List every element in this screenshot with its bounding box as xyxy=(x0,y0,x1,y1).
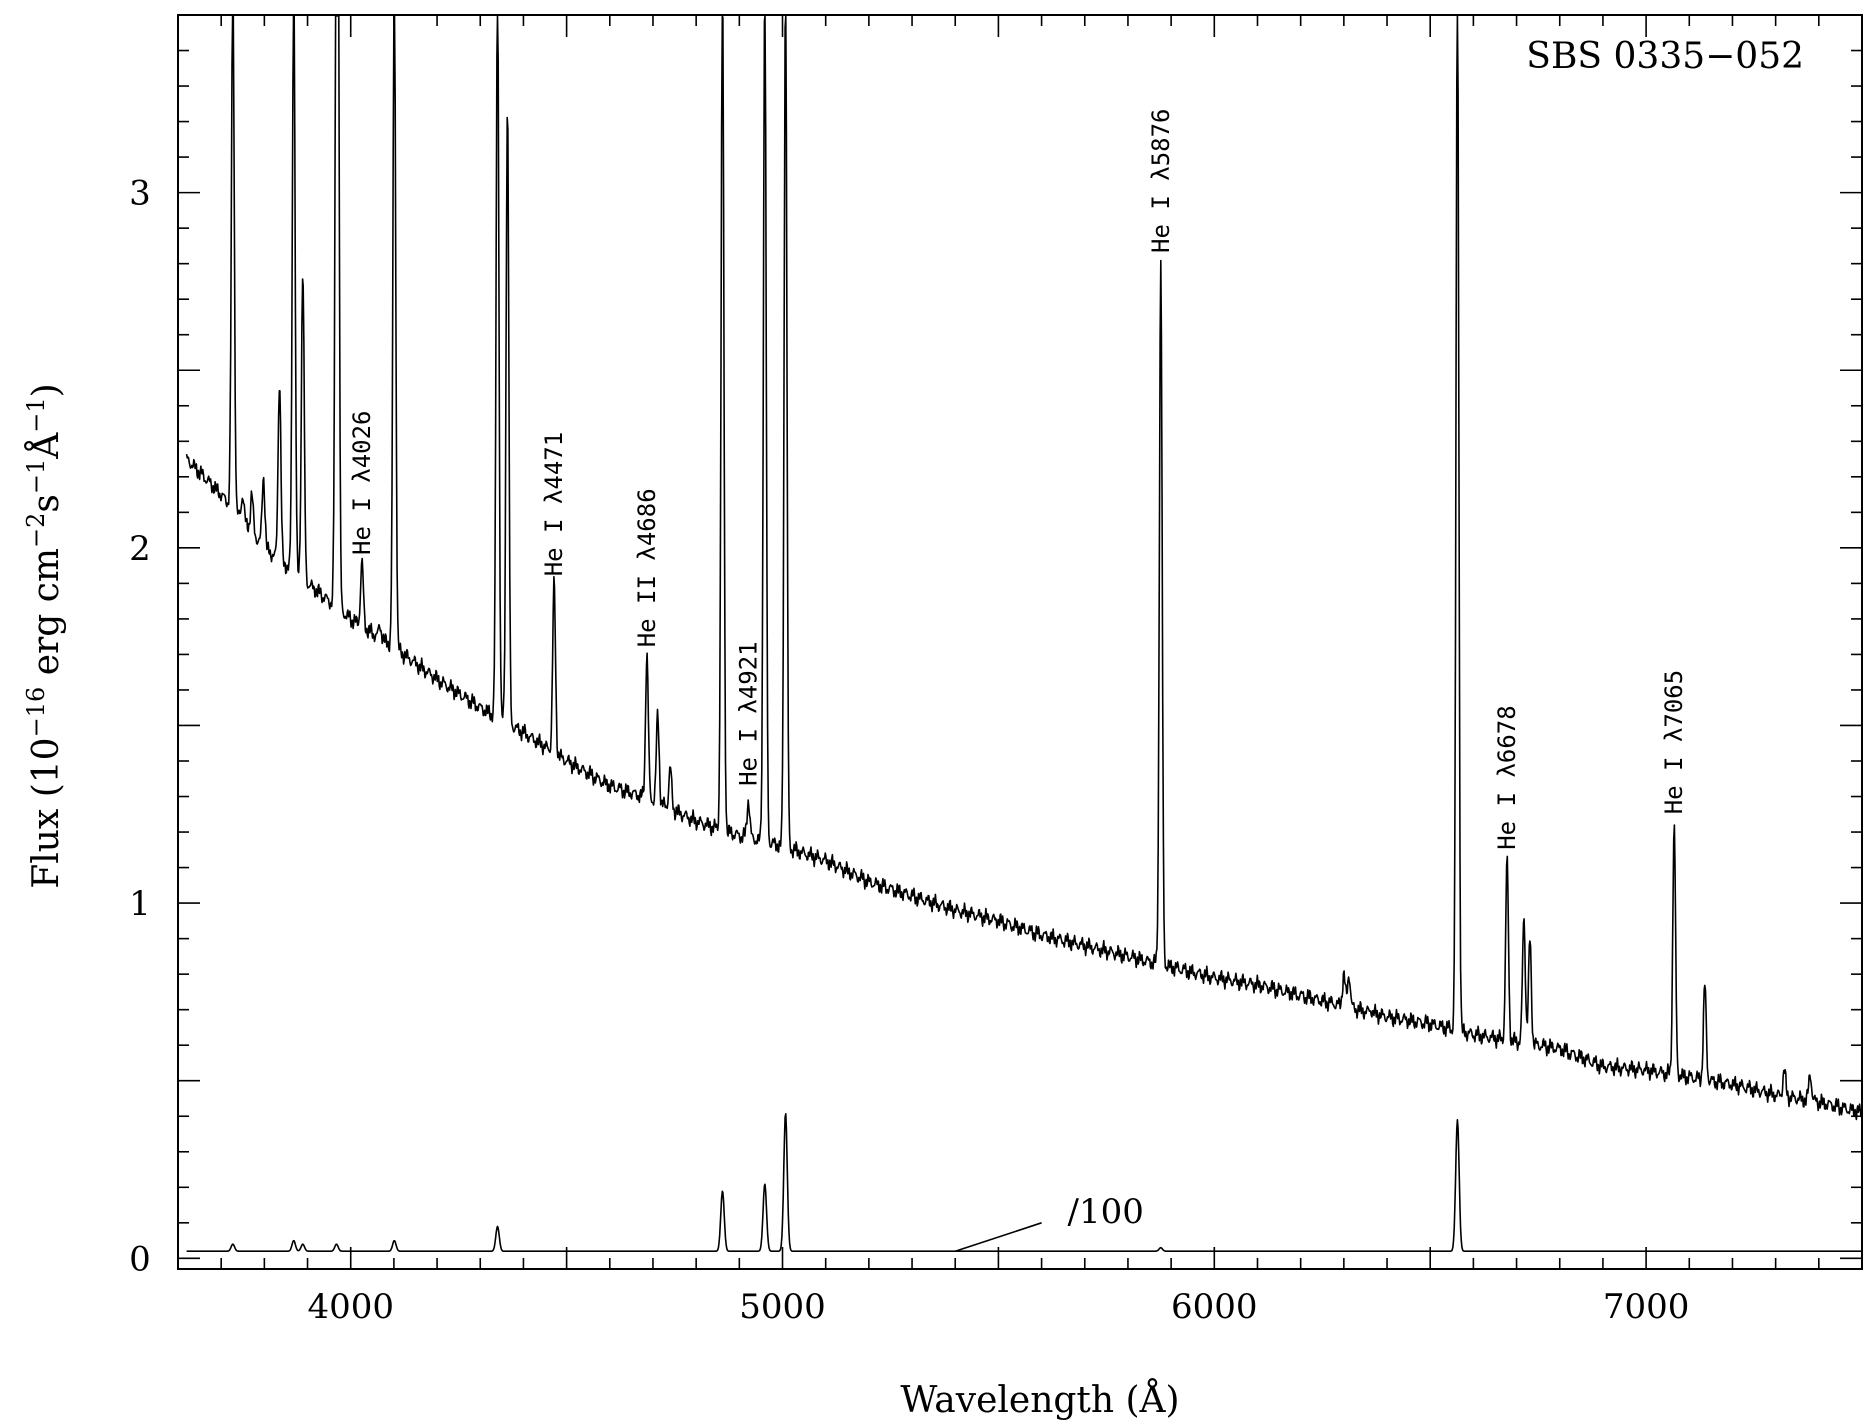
axis-ticks xyxy=(177,14,1863,1269)
y-label-superscript: −1 xyxy=(22,459,50,494)
y-tick-label: 3 xyxy=(129,174,151,214)
emission-line-label: He I λ4026 xyxy=(348,411,376,556)
y-label-superscript: −16 xyxy=(22,687,50,738)
scaled-spectrum-line xyxy=(186,1113,1862,1252)
emission-line-label: He II λ4686 xyxy=(633,488,661,647)
emission-line-label: He I λ7065 xyxy=(1660,670,1688,815)
y-label-text: Å xyxy=(25,432,67,460)
plot-frame xyxy=(177,14,1863,1270)
y-axis-label: Flux (10−16 erg cm−2s−1Å−1) xyxy=(22,383,67,888)
y-label-text: erg cm xyxy=(26,548,67,687)
x-tick-label: 6000 xyxy=(1171,1287,1258,1327)
x-tick-label: 7000 xyxy=(1603,1287,1690,1327)
object-title: SBS 0335−052 xyxy=(1526,36,1804,77)
scale-note: /100 xyxy=(1067,1192,1143,1232)
x-tick-label: 5000 xyxy=(739,1287,826,1327)
y-label-text: s xyxy=(26,494,67,512)
x-axis-label: Wavelength (Å) xyxy=(900,1379,1179,1421)
emission-line-label: He I λ6678 xyxy=(1493,705,1521,850)
line-annotations: He I λ4026 He I λ4471 He II λ4686 He I λ492… xyxy=(348,109,1688,850)
emission-line-label: He I λ4921 xyxy=(734,641,762,786)
emission-line-label: He I λ4471 xyxy=(540,432,568,577)
y-label-superscript: −2 xyxy=(22,513,50,548)
y-label-text: ) xyxy=(26,383,67,397)
y-tick-label: 0 xyxy=(129,1239,151,1279)
axis-tick-labels: 4000 5000 6000 7000 0 1 2 3 xyxy=(129,174,1689,1327)
y-label-text: Flux (10 xyxy=(26,737,67,888)
scale-note-pointer xyxy=(954,1222,1042,1252)
y-label-superscript: −1 xyxy=(22,397,50,432)
x-tick-label: 4000 xyxy=(307,1287,394,1327)
spectrum-line xyxy=(185,15,1863,1121)
emission-line-label: He I λ5876 xyxy=(1147,109,1175,254)
y-tick-label: 2 xyxy=(129,529,151,569)
y-tick-label: 1 xyxy=(129,884,151,924)
